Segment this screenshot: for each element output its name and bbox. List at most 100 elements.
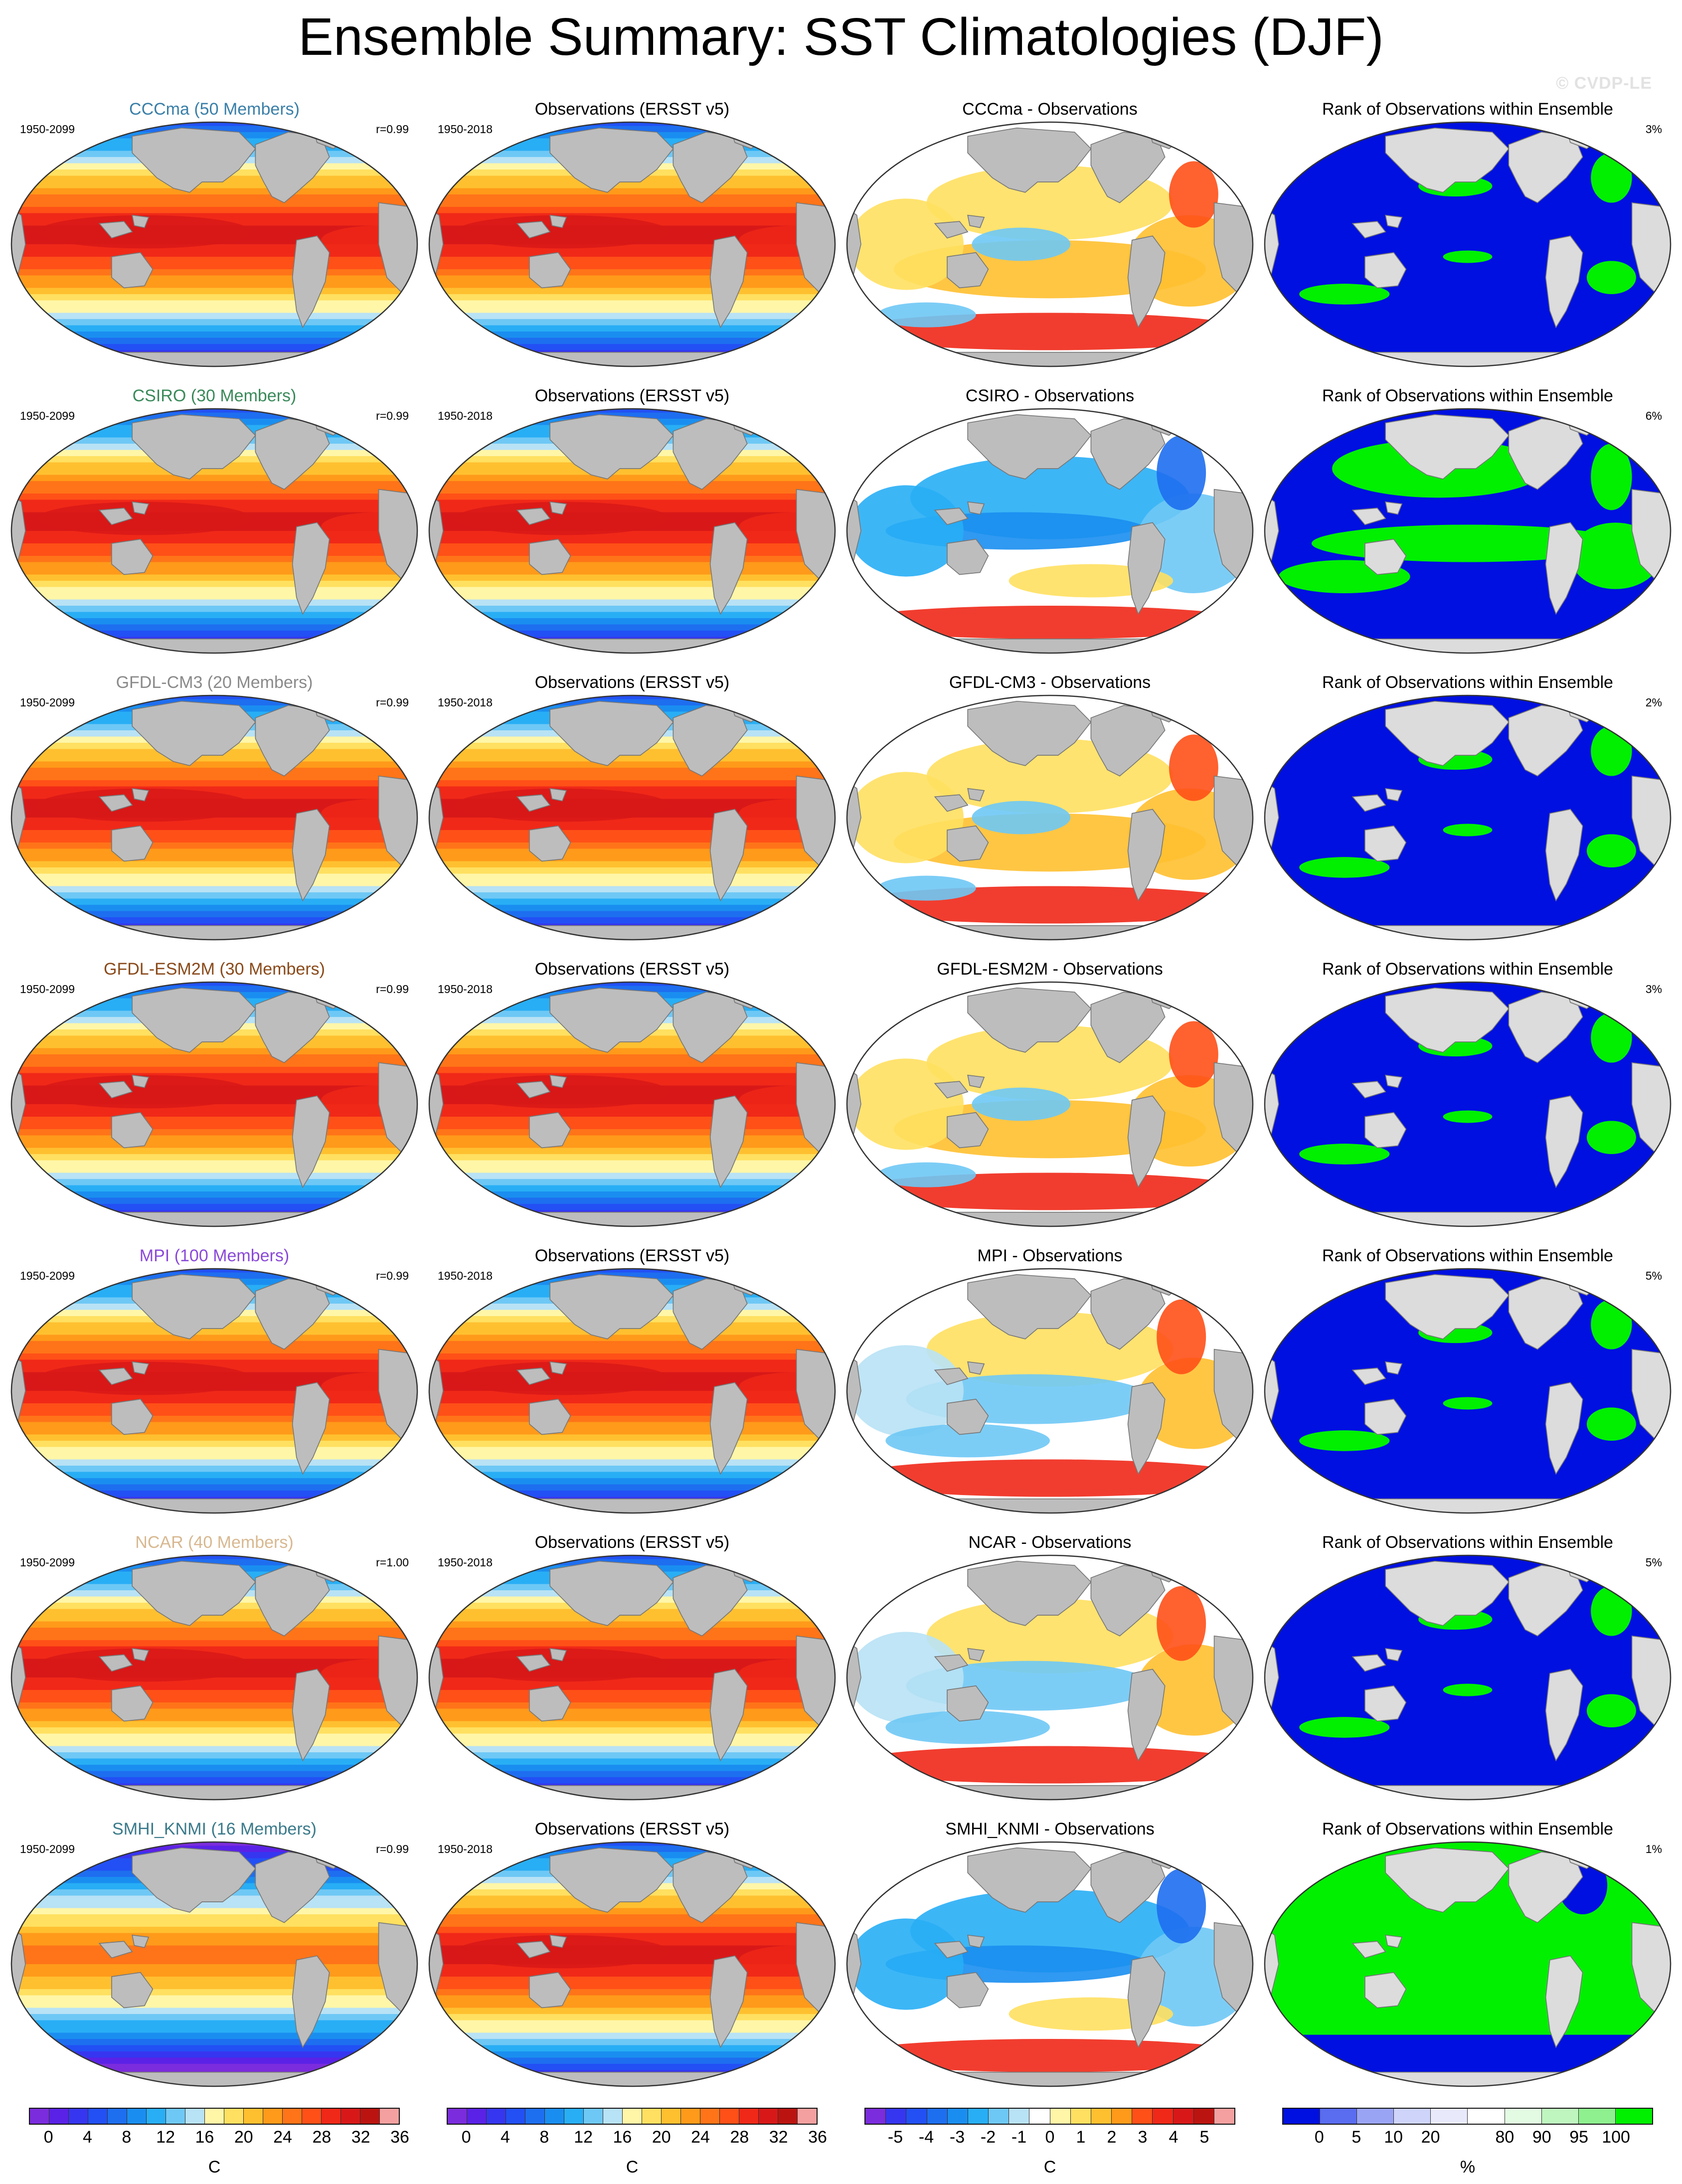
colorbar-tick-label: 95 <box>1569 2128 1589 2147</box>
colorbar-tick-label: 16 <box>195 2128 214 2147</box>
rank-percent-label: 2% <box>1645 696 1662 709</box>
colorbar-tick-label: 5 <box>1199 2128 1209 2147</box>
colorbar-swatch <box>662 2109 681 2124</box>
panel-title: Rank of Observations within Ensemble <box>1322 100 1613 119</box>
period-label: 1950-2099 <box>20 409 75 422</box>
rank-map <box>1264 408 1672 654</box>
colorbar-swatch <box>127 2109 147 2124</box>
colorbar-swatch <box>224 2109 244 2124</box>
obs-map <box>428 981 836 1227</box>
obs-panel: Observations (ERSST v5) 1950-2018 <box>427 1533 838 1804</box>
colorbar-swatch <box>341 2109 360 2124</box>
rank-map <box>1264 694 1672 941</box>
colorbar-tick-label: 12 <box>574 2128 593 2147</box>
colorbar-swatch <box>525 2109 545 2124</box>
colorbar-unit: C <box>1043 2158 1056 2177</box>
panel-title: MPI (100 Members) <box>139 1246 290 1265</box>
panel-title: Observations (ERSST v5) <box>534 960 730 979</box>
colorbar-ticks: 0 5 10 20 80 90 95 100 <box>1282 2128 1653 2150</box>
colorbar-swatch <box>1153 2109 1174 2124</box>
colorbar-swatch <box>380 2109 399 2124</box>
colorbar-tick-label: 16 <box>613 2128 632 2147</box>
colorbar-swatch <box>865 2109 886 2124</box>
panel-title: GFDL-ESM2M (30 Members) <box>104 960 325 979</box>
panel-title: CSIRO (30 Members) <box>132 386 297 405</box>
model-map <box>10 1268 418 1514</box>
colorbar-swatch <box>263 2109 283 2124</box>
period-label: 1950-2018 <box>438 1269 493 1282</box>
rank-percent-label: 5% <box>1645 1556 1662 1569</box>
colorbar-tick-label: 12 <box>156 2128 175 2147</box>
diff-panel: CCCma - Observations <box>844 100 1255 371</box>
obs-panel: Observations (ERSST v5) 1950-2018 <box>427 1246 838 1517</box>
obs-panel: Observations (ERSST v5) 1950-2018 <box>427 673 838 944</box>
diff-map <box>846 408 1254 654</box>
model-map <box>10 121 418 367</box>
colorbar: -5 -4 -3 -2 -1 0 1 2 3 4 5 C <box>864 2108 1235 2177</box>
colorbar-tick-label: 32 <box>769 2128 788 2147</box>
obs-map <box>428 1554 836 1801</box>
colorbar-tick-label: 20 <box>234 2128 253 2147</box>
colorbar-tick-label: 4 <box>83 2128 92 2147</box>
colorbar-tick-label: 90 <box>1532 2128 1551 2147</box>
rank-panel: Rank of Observations within Ensemble 5% <box>1262 1246 1673 1517</box>
colorbar-swatch <box>1431 2109 1468 2124</box>
model-panel: CCCma (50 Members) 1950-2099 r=0.99 <box>9 100 420 371</box>
colorbar-tick-label: -3 <box>949 2128 965 2147</box>
colorbar-tick-label: 1 <box>1076 2128 1086 2147</box>
colorbar-swatch <box>623 2109 642 2124</box>
colorbar-swatch <box>642 2109 662 2124</box>
colorbar-tick-label: 5 <box>1351 2128 1361 2147</box>
correlation-label: r=1.00 <box>376 1556 409 1569</box>
colorbar-tick-label: 0 <box>1045 2128 1055 2147</box>
colorbar: 0 4 8 12 16 20 24 28 32 36 C <box>447 2108 827 2177</box>
panel-title: Observations (ERSST v5) <box>534 1246 730 1265</box>
model-map <box>10 1554 418 1801</box>
colorbar-tick-label: 32 <box>351 2128 370 2147</box>
period-label: 1950-2018 <box>438 1843 493 1855</box>
panel-title: Observations (ERSST v5) <box>534 1820 730 1839</box>
colorbar-swatch <box>1070 2109 1091 2124</box>
obs-map <box>428 1268 836 1514</box>
colorbar-swatch <box>927 2109 948 2124</box>
colorbar-swatch <box>1615 2109 1652 2124</box>
colorbar-swatch <box>968 2109 989 2124</box>
colorbar-swatch <box>185 2109 205 2124</box>
colorbar-tick-label: 4 <box>1169 2128 1178 2147</box>
colorbar-swatch <box>166 2109 185 2124</box>
panel-title: NCAR (40 Members) <box>135 1533 294 1552</box>
colorbar-tick-label: -4 <box>918 2128 934 2147</box>
panel-title: GFDL-CM3 - Observations <box>949 673 1151 692</box>
colorbar-swatch <box>205 2109 224 2124</box>
rank-percent-label: 3% <box>1645 123 1662 136</box>
colorbar-tick-label: 36 <box>390 2128 409 2147</box>
colorbar-swatch <box>467 2109 487 2124</box>
obs-panel: Observations (ERSST v5) 1950-2018 <box>427 386 838 658</box>
correlation-label: r=0.99 <box>376 1843 409 1855</box>
colorbar-swatch <box>720 2109 739 2124</box>
diff-panel: GFDL-ESM2M - Observations <box>844 960 1255 1231</box>
colorbar-tick-label: 8 <box>122 2128 132 2147</box>
rank-percent-label: 5% <box>1645 1269 1662 1282</box>
panel-title: Rank of Observations within Ensemble <box>1322 673 1613 692</box>
panel-title: GFDL-CM3 (20 Members) <box>116 673 313 692</box>
colorbar-swatches <box>1282 2108 1653 2125</box>
colorbar-tick-label: 36 <box>808 2128 827 2147</box>
colorbar-swatch <box>759 2109 778 2124</box>
colorbar-swatch <box>1112 2109 1133 2124</box>
colorbar: 0 4 8 12 16 20 24 28 32 36 C <box>29 2108 409 2177</box>
period-label: 1950-2099 <box>20 123 75 136</box>
colorbar-swatch <box>989 2109 1009 2124</box>
colorbar-swatch <box>30 2109 49 2124</box>
panel-title: MPI - Observations <box>977 1246 1123 1265</box>
colorbar-tick-label: 0 <box>43 2128 53 2147</box>
panel-title: Observations (ERSST v5) <box>534 1533 730 1552</box>
panel-title: SMHI_KNMI - Observations <box>945 1820 1155 1839</box>
colorbar-swatch <box>322 2109 341 2124</box>
colorbar-swatch <box>49 2109 69 2124</box>
rank-map <box>1264 1268 1672 1514</box>
colorbar-swatch <box>108 2109 127 2124</box>
colorbar-swatch <box>1357 2109 1394 2124</box>
correlation-label: r=0.99 <box>376 983 409 996</box>
diff-map <box>846 981 1254 1227</box>
